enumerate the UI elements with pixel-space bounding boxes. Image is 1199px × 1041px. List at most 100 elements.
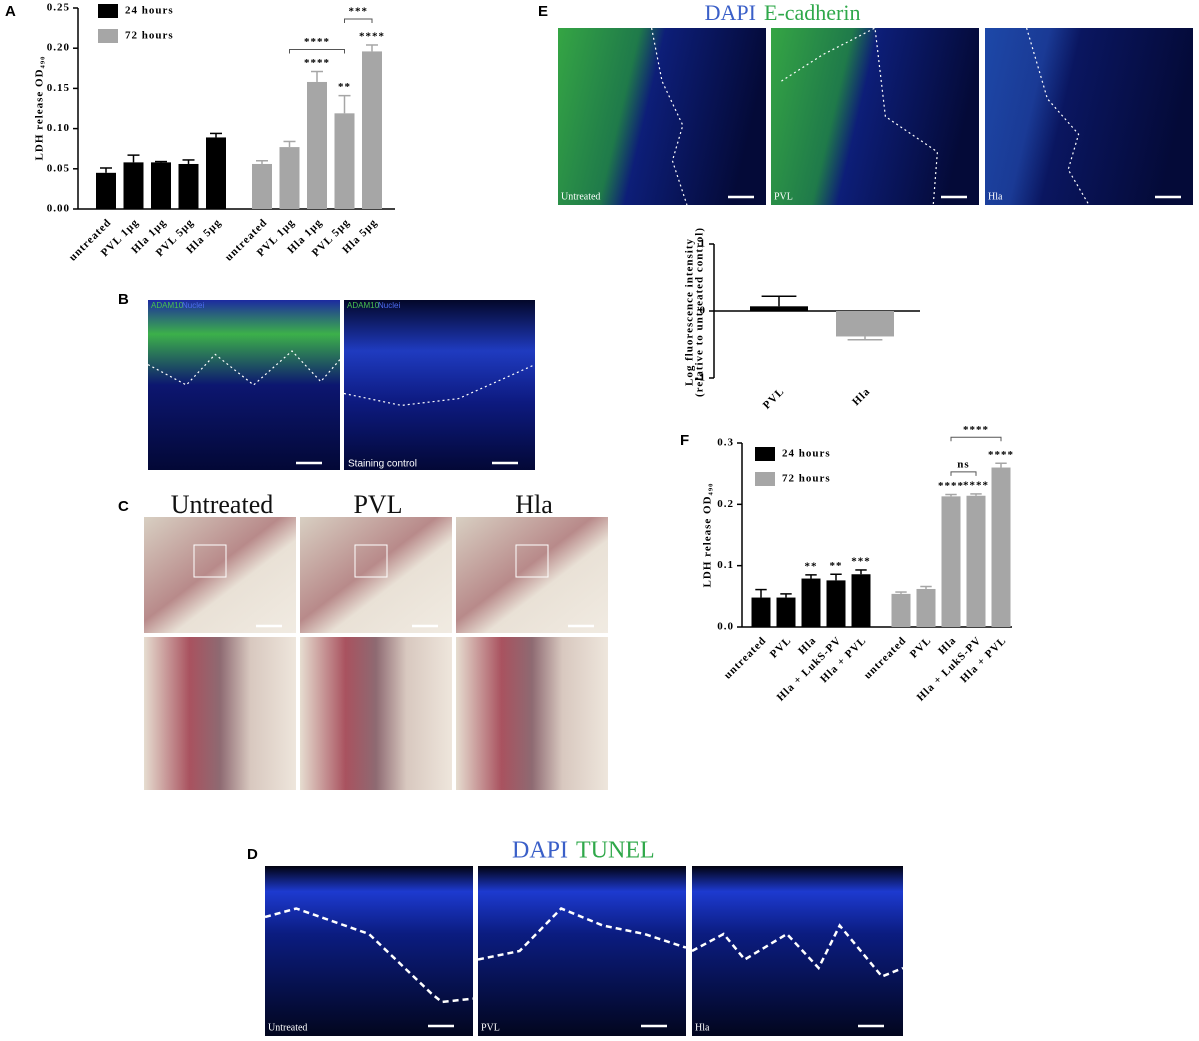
y-tick-label: 0.05: [47, 162, 70, 174]
y-axis-label: Log fluorescence intensity: [684, 238, 696, 386]
bar: [941, 496, 961, 627]
image-caption: PVL: [774, 191, 793, 202]
significance: ****: [304, 57, 330, 69]
x-tick-label: Hla: [850, 385, 873, 408]
significance: ****: [938, 480, 964, 492]
y-tick-label: 0.15: [47, 82, 70, 94]
bracket-label: ns: [957, 458, 969, 470]
bar: [123, 162, 144, 209]
panel-letter: E: [538, 3, 548, 20]
significance: **: [830, 560, 843, 572]
significance: **: [338, 81, 351, 93]
bar: [966, 495, 986, 627]
panel-letter: A: [5, 3, 16, 20]
legend-swatch: [98, 29, 118, 43]
significance-bracket: [950, 436, 1002, 442]
x-tick-label: PVL: [761, 385, 787, 411]
micrograph: [265, 866, 473, 1036]
micrograph: [456, 517, 608, 633]
micrograph: [148, 300, 340, 470]
bracket-label: ***: [349, 6, 369, 18]
panel-letter: F: [680, 432, 689, 449]
x-tick-label: untreated: [722, 634, 769, 681]
legend-swatch: [755, 472, 775, 486]
tissue-boundary: [781, 27, 939, 206]
y-tick-label: -1: [695, 372, 706, 384]
bar: [991, 467, 1011, 627]
bracket-label: ****: [304, 36, 330, 48]
image-caption: Untreated: [268, 1022, 307, 1033]
y-tick-label: 0.0: [717, 621, 734, 633]
column-title: PVL: [353, 490, 402, 519]
micrograph: [144, 517, 296, 633]
stain-title: DAPI: [512, 838, 568, 864]
column-title: Untreated: [171, 490, 274, 519]
zoom-box: [515, 544, 549, 578]
zoom-box: [354, 544, 388, 578]
zoom-box: [193, 544, 227, 578]
y-tick-label: 0.20: [47, 42, 70, 54]
micrograph: [300, 517, 452, 633]
bar: [96, 172, 116, 209]
micrograph: [478, 866, 686, 1036]
tissue-boundary: [1026, 27, 1090, 206]
bar: [252, 163, 272, 209]
panel-letter: D: [247, 846, 258, 863]
bracket-label: ****: [963, 424, 989, 436]
x-tick-label: PVL: [768, 634, 794, 660]
significance: ****: [988, 449, 1014, 461]
image-caption: PVL: [481, 1022, 500, 1033]
stain-label: ADAM10: [347, 301, 380, 310]
image-caption: Untreated: [561, 191, 600, 202]
bar: [801, 578, 821, 627]
legend-swatch: [755, 447, 775, 461]
image-caption: Hla: [695, 1022, 710, 1033]
image-caption: Hla: [988, 191, 1003, 202]
bar: [178, 163, 199, 209]
x-tick-label: PVL: [908, 634, 934, 660]
y-tick-label: 0.3: [717, 437, 734, 449]
y-tick-label: 1: [700, 238, 707, 250]
x-tick-label: untreated: [862, 634, 909, 681]
bar: [750, 306, 808, 311]
micrograph: [771, 28, 979, 205]
stain-label: ADAM10: [151, 301, 184, 310]
y-tick-label: 0.00: [47, 203, 70, 215]
bar: [826, 580, 846, 627]
significance: ****: [963, 479, 989, 491]
micrograph: [144, 637, 296, 790]
y-tick-label: 0: [700, 305, 707, 317]
bar: [751, 597, 771, 627]
tissue-boundary: [477, 907, 687, 961]
tissue-boundary: [691, 923, 904, 979]
bar: [206, 137, 226, 209]
panel-letter: C: [118, 498, 129, 515]
y-axis-label: LDH release OD₄₉₀: [34, 56, 46, 161]
micrograph: [300, 637, 452, 790]
stain-title: TUNEL: [576, 838, 655, 864]
column-title: Hla: [515, 490, 553, 519]
micrograph: [344, 300, 535, 470]
legend-label: 72 hours: [782, 473, 831, 485]
significance: ***: [851, 555, 871, 567]
significance-bracket: [344, 18, 373, 23]
stain-title: DAPI: [705, 0, 756, 25]
image-caption: Staining control: [348, 459, 417, 470]
bar: [334, 113, 355, 209]
micrograph: [985, 28, 1193, 205]
y-axis-label: (relative to untreated control): [694, 227, 706, 397]
micrograph: [558, 28, 766, 205]
bar: [776, 597, 796, 627]
significance: **: [805, 560, 818, 572]
legend-label: 72 hours: [125, 30, 174, 42]
bar: [916, 588, 936, 627]
legend-label: 24 hours: [782, 448, 831, 460]
significance-bracket: [289, 49, 345, 54]
tissue-boundary: [651, 27, 688, 206]
y-tick-label: 0.10: [47, 122, 70, 134]
stain-title: E-cadherin: [764, 0, 861, 25]
bar: [151, 162, 171, 209]
y-tick-label: 0.2: [717, 498, 734, 510]
legend-swatch: [98, 4, 118, 18]
